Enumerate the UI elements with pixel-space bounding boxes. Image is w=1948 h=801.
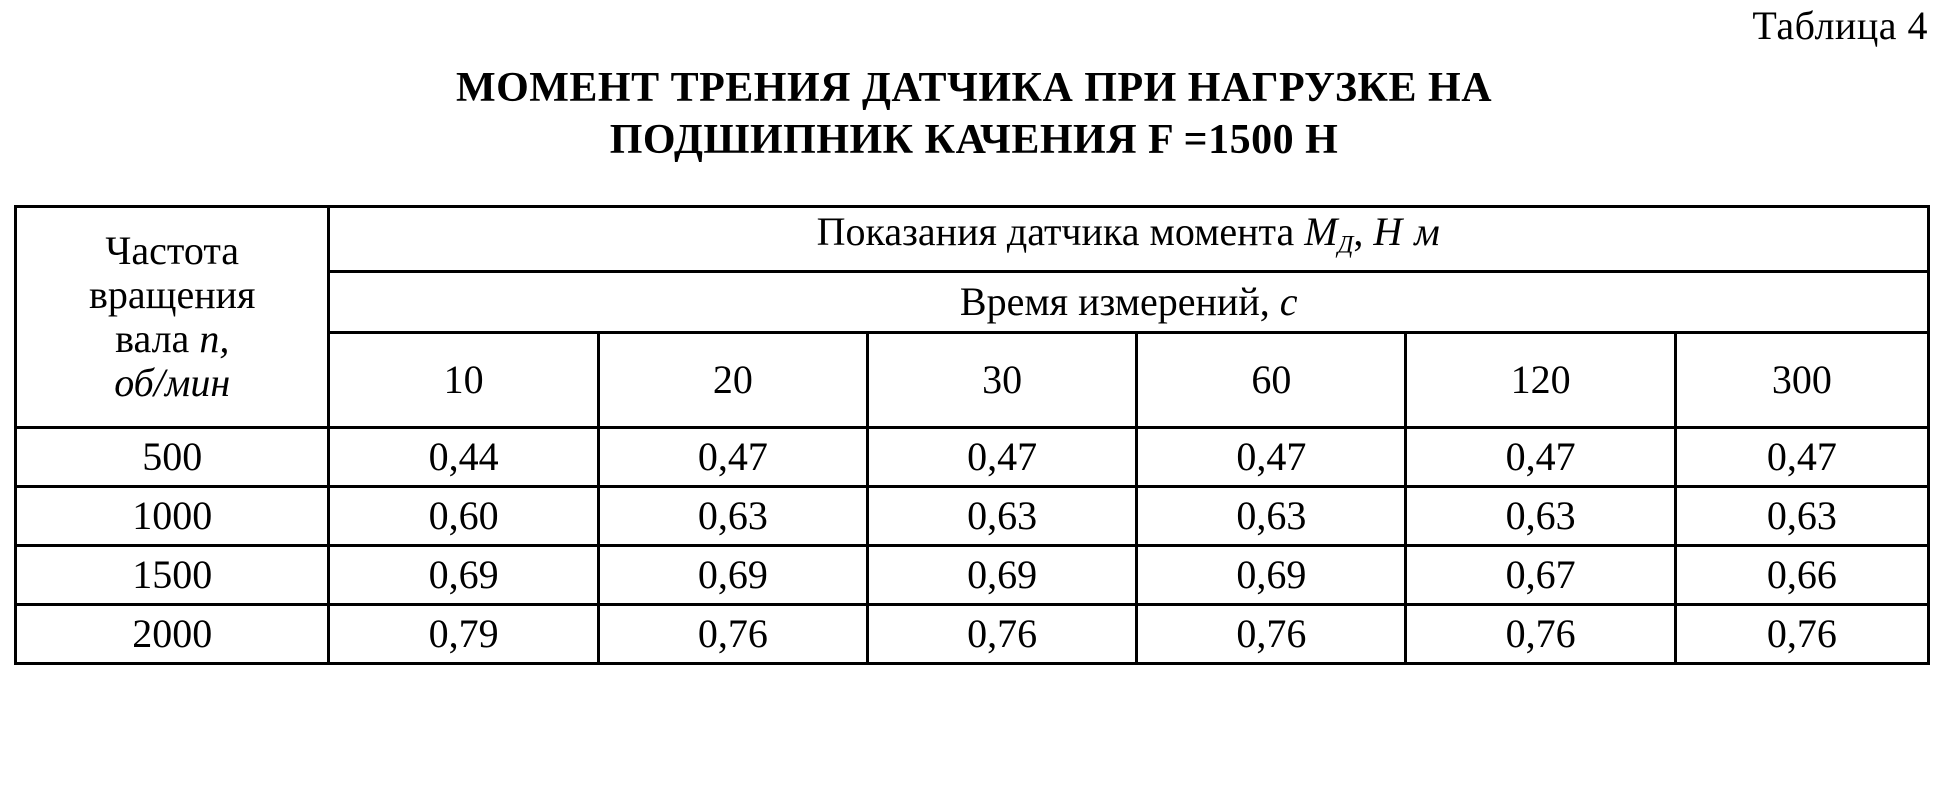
row-header-line-3: вала n,: [17, 317, 327, 361]
cell-2000-20: 0,76: [598, 605, 867, 664]
page-title-line-1: МОМЕНТ ТРЕНИЯ ДАТЧИКА ПРИ НАГРУЗКЕ НА: [0, 62, 1948, 114]
table-row: 1000 0,60 0,63 0,63 0,63 0,63 0,63: [16, 487, 1929, 546]
subgroup-header-prefix: Время измерений,: [960, 279, 1280, 324]
row-header-label: Частота вращения вала n, об/мин: [16, 207, 329, 428]
row-label-500: 500: [16, 428, 329, 487]
cell-1500-10: 0,69: [329, 546, 598, 605]
cell-2000-60: 0,76: [1137, 605, 1406, 664]
row-label-1500: 1500: [16, 546, 329, 605]
cell-1500-60: 0,69: [1137, 546, 1406, 605]
table-row: 1500 0,69 0,69 0,69 0,69 0,67 0,66: [16, 546, 1929, 605]
subgroup-header-unit: с: [1280, 279, 1298, 324]
page-title-line-2: ПОДШИПНИК КАЧЕНИЯ F =1500 Н: [0, 114, 1948, 166]
table-caption: Таблица 4: [1752, 4, 1928, 48]
cell-500-300: 0,47: [1675, 428, 1928, 487]
row-header-line-1: Частота: [17, 229, 327, 273]
row-header-line-2: вращения: [17, 273, 327, 317]
cell-500-10: 0,44: [329, 428, 598, 487]
group-header-cell: Показания датчика момента MД, Н м: [329, 207, 1929, 272]
data-table-container: Частота вращения вала n, об/мин Показани…: [14, 205, 1930, 665]
cell-1000-60: 0,63: [1137, 487, 1406, 546]
cell-2000-30: 0,76: [867, 605, 1136, 664]
cell-1000-10: 0,60: [329, 487, 598, 546]
column-header-10: 10: [329, 333, 598, 428]
cell-500-30: 0,47: [867, 428, 1136, 487]
subgroup-header-cell: Время измерений, с: [329, 272, 1929, 333]
table-row: 500 0,44 0,47 0,47 0,47 0,47 0,47: [16, 428, 1929, 487]
row-header-line-3-plain: вала: [115, 316, 199, 361]
cell-1000-120: 0,63: [1406, 487, 1675, 546]
document-page: Таблица 4 МОМЕНТ ТРЕНИЯ ДАТЧИКА ПРИ НАГР…: [0, 0, 1948, 801]
table-row: 2000 0,79 0,76 0,76 0,76 0,76 0,76: [16, 605, 1929, 664]
cell-2000-300: 0,76: [1675, 605, 1928, 664]
column-header-20: 20: [598, 333, 867, 428]
cell-1000-300: 0,63: [1675, 487, 1928, 546]
cell-500-60: 0,47: [1137, 428, 1406, 487]
group-header-comma: ,: [1353, 209, 1373, 254]
row-label-1000: 1000: [16, 487, 329, 546]
group-header-prefix: Показания датчика момента: [817, 209, 1305, 254]
group-header-symbol-subscript: Д: [1338, 232, 1354, 259]
page-title: МОМЕНТ ТРЕНИЯ ДАТЧИКА ПРИ НАГРУЗКЕ НА ПО…: [0, 62, 1948, 166]
cell-2000-120: 0,76: [1406, 605, 1675, 664]
row-header-line-4: об/мин: [17, 361, 327, 405]
cell-1500-300: 0,66: [1675, 546, 1928, 605]
cell-2000-10: 0,79: [329, 605, 598, 664]
row-label-2000: 2000: [16, 605, 329, 664]
cell-500-120: 0,47: [1406, 428, 1675, 487]
column-header-60: 60: [1137, 333, 1406, 428]
measurement-table: Частота вращения вала n, об/мин Показани…: [14, 205, 1930, 665]
group-header-units: Н м: [1373, 209, 1440, 254]
row-header-line-3-italic: n,: [199, 316, 229, 361]
column-header-300: 300: [1675, 333, 1928, 428]
cell-500-20: 0,47: [598, 428, 867, 487]
cell-1000-30: 0,63: [867, 487, 1136, 546]
column-header-120: 120: [1406, 333, 1675, 428]
cell-1500-120: 0,67: [1406, 546, 1675, 605]
cell-1500-30: 0,69: [867, 546, 1136, 605]
cell-1000-20: 0,63: [598, 487, 867, 546]
table-header-row-group: Частота вращения вала n, об/мин Показани…: [16, 207, 1929, 272]
group-header-symbol: M: [1304, 209, 1337, 254]
cell-1500-20: 0,69: [598, 546, 867, 605]
column-header-30: 30: [867, 333, 1136, 428]
